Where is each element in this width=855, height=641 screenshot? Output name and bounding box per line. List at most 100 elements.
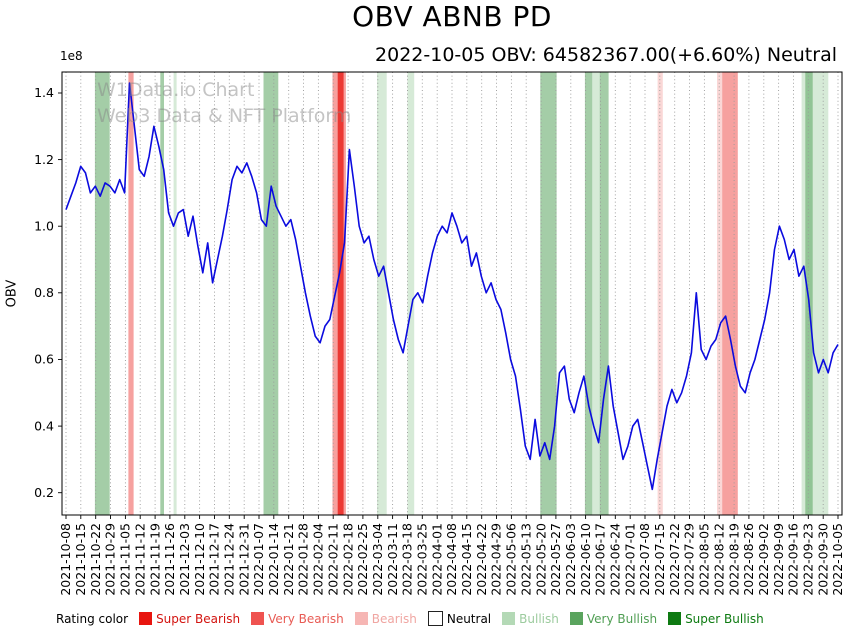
x-tick-label: 2022-01-28 bbox=[296, 523, 311, 596]
x-tick-label: 2021-10-15 bbox=[73, 523, 88, 596]
legend-item-very_bullish: Very Bullish bbox=[569, 611, 658, 626]
chart-title: OBV ABNB PD bbox=[352, 0, 552, 33]
y-tick-label: 0.8 bbox=[34, 285, 54, 300]
x-tick-label: 2022-10-05 bbox=[830, 523, 845, 596]
x-tick-label: 2022-07-22 bbox=[667, 523, 682, 596]
x-tick-label: 2022-06-03 bbox=[563, 523, 578, 596]
x-tick-label: 2022-04-29 bbox=[489, 523, 504, 596]
x-tick-label: 2022-03-18 bbox=[400, 523, 415, 596]
x-tick-label: 2021-12-03 bbox=[177, 523, 192, 596]
x-tick-label: 2022-05-13 bbox=[518, 523, 533, 596]
legend-item-bearish: Bearish bbox=[354, 612, 417, 626]
band-very_bullish bbox=[540, 72, 557, 515]
x-tick-label: 2022-03-04 bbox=[370, 523, 385, 596]
x-tick-label: 2022-09-16 bbox=[786, 523, 801, 596]
band-very_bullish bbox=[599, 72, 609, 515]
x-tick-label: 2022-09-30 bbox=[815, 523, 830, 596]
x-tick-label: 2022-01-14 bbox=[266, 523, 281, 596]
x-tick-label: 2021-10-29 bbox=[103, 523, 118, 596]
x-tick-label: 2021-12-10 bbox=[192, 523, 207, 596]
legend-item-very_bearish: Very Bearish bbox=[251, 612, 344, 626]
x-tick-label: 2022-09-23 bbox=[801, 523, 816, 596]
band-very_bearish bbox=[722, 72, 738, 515]
x-tick-label: 2022-01-07 bbox=[251, 523, 266, 596]
x-tick-label: 2022-09-02 bbox=[756, 523, 771, 596]
x-tick-label: 2022-03-25 bbox=[415, 523, 430, 596]
x-tick-label: 2021-11-19 bbox=[147, 523, 162, 596]
legend-item-bullish: Bullish bbox=[502, 612, 559, 626]
legend-label-very_bearish: Very Bearish bbox=[268, 611, 344, 626]
x-tick-label: 2022-07-29 bbox=[682, 523, 697, 596]
x-tick-label: 2022-07-08 bbox=[637, 523, 652, 596]
x-tick-label: 2022-04-22 bbox=[474, 523, 489, 596]
band-very_bearish bbox=[128, 72, 134, 515]
x-tick-label: 2022-08-19 bbox=[726, 523, 741, 596]
x-tick-label: 2021-11-05 bbox=[118, 523, 133, 596]
band-bullish bbox=[407, 72, 415, 515]
x-tick-label: 2022-03-11 bbox=[385, 523, 400, 596]
y-tick-label: 0.2 bbox=[34, 485, 54, 500]
x-tick-label: 2022-04-01 bbox=[429, 523, 444, 596]
x-tick-label: 2022-07-15 bbox=[652, 523, 667, 596]
x-axis: 2021-10-08 2021-10-15 2021-10-22 2021-10-29… bbox=[58, 515, 845, 596]
legend-label-super_bearish: Super Bearish bbox=[156, 611, 241, 626]
super_bearish-swatch-icon bbox=[139, 612, 153, 625]
x-tick-label: 2022-08-26 bbox=[741, 523, 756, 596]
x-tick-label: 2021-11-12 bbox=[132, 523, 147, 596]
x-tick-label: 2022-02-04 bbox=[311, 523, 326, 596]
x-tick-label: 2022-09-09 bbox=[771, 523, 786, 596]
y-tick-label: 1.2 bbox=[34, 152, 54, 167]
very_bullish-swatch-icon bbox=[569, 612, 583, 625]
band-very_bullish bbox=[805, 72, 813, 515]
band-very_bullish bbox=[263, 72, 279, 515]
legend-item-super_bullish: Super Bullish bbox=[668, 612, 764, 626]
band-bearish bbox=[717, 72, 723, 515]
band-bullish bbox=[173, 72, 177, 515]
bullish-swatch-icon bbox=[502, 612, 516, 625]
x-tick-label: 2022-06-24 bbox=[608, 523, 623, 596]
legend-item-neutral: Neutral bbox=[427, 611, 492, 626]
rating-legend: Rating color Super Bearish Very Bearish Be… bbox=[56, 611, 764, 626]
y-tick-label: 0.4 bbox=[34, 418, 54, 433]
chart-subtitle: 2022-10-05 OBV: 64582367.00(+6.60%) Neut… bbox=[375, 44, 837, 66]
y-axis-label: OBV bbox=[4, 279, 20, 308]
x-tick-label: 2021-12-24 bbox=[222, 523, 237, 596]
band-very_bullish bbox=[584, 72, 593, 515]
x-tick-label: 2022-06-17 bbox=[593, 523, 608, 596]
x-tick-label: 2022-02-18 bbox=[340, 523, 355, 596]
band-very_bullish bbox=[160, 72, 164, 515]
very_bearish-swatch-icon bbox=[251, 612, 265, 625]
obv-line bbox=[65, 82, 839, 491]
x-tick-label: 2021-10-08 bbox=[58, 523, 73, 596]
legend-title: Rating color bbox=[56, 611, 129, 626]
x-tick-label: 2022-06-10 bbox=[578, 523, 593, 596]
x-tick-label: 2022-08-12 bbox=[711, 523, 726, 596]
x-tick-label: 2022-04-08 bbox=[444, 523, 459, 596]
y-axis-offset-label: 1e8 bbox=[60, 49, 83, 63]
band-bullish bbox=[377, 72, 387, 515]
bearish-swatch-icon bbox=[354, 612, 368, 625]
x-tick-label: 2022-05-06 bbox=[504, 523, 519, 596]
legend-label-neutral: Neutral bbox=[446, 611, 492, 626]
rating-bands bbox=[94, 72, 829, 515]
x-tick-label: 2022-08-05 bbox=[697, 523, 712, 596]
legend-label-very_bullish: Very Bullish bbox=[586, 611, 658, 626]
x-tick-label: 2021-11-26 bbox=[162, 523, 177, 596]
y-tick-label: 1.0 bbox=[34, 218, 54, 233]
band-very_bullish bbox=[94, 72, 110, 515]
x-tick-label: 2021-12-17 bbox=[207, 523, 222, 596]
neutral-swatch-icon bbox=[427, 611, 443, 626]
super_bullish-swatch-icon bbox=[668, 612, 682, 625]
band-bearish bbox=[657, 72, 663, 515]
x-tick-label: 2022-02-11 bbox=[325, 523, 340, 596]
x-tick-label: 2022-07-01 bbox=[622, 523, 637, 596]
x-tick-label: 2022-05-20 bbox=[533, 523, 548, 596]
band-bullish bbox=[592, 72, 600, 515]
x-tick-label: 2022-04-15 bbox=[459, 523, 474, 596]
x-tick-label: 2021-10-22 bbox=[88, 523, 103, 596]
legend-item-super_bearish: Super Bearish bbox=[139, 612, 240, 626]
y-tick-label: 0.6 bbox=[34, 352, 54, 367]
x-tick-label: 2022-01-21 bbox=[281, 523, 296, 596]
legend-label-bullish: Bullish bbox=[519, 611, 559, 626]
